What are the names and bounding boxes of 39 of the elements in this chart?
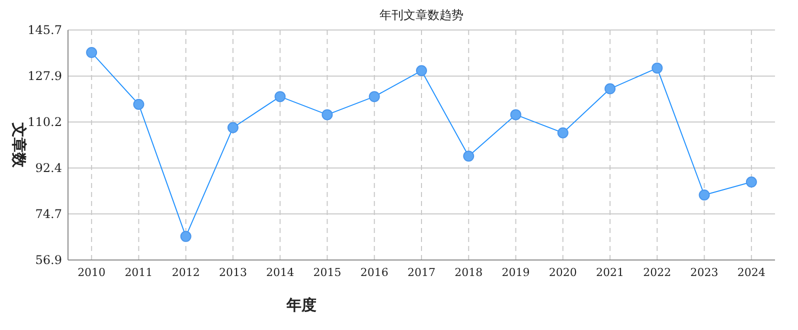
x-tick-label: 2012 (172, 266, 200, 279)
point (652, 62, 663, 74)
x-tick-label: 2017 (408, 266, 436, 279)
point (133, 98, 144, 110)
point (698, 189, 710, 200)
x-tick-label: 2018 (454, 266, 483, 279)
point (180, 230, 192, 242)
y-tick-label: 127.9 (28, 69, 62, 84)
x-tick-label: 2010 (78, 266, 106, 279)
y-axis-title: 文章数 (10, 122, 28, 168)
point (604, 83, 616, 94)
x-tick-label: 2014 (266, 266, 294, 279)
point (274, 91, 286, 102)
chart-title: 年刊文章数趋势 (380, 8, 464, 22)
point (746, 176, 757, 188)
y-tick-label: 56.9 (35, 253, 62, 267)
x-tick-label: 2016 (360, 266, 388, 279)
point (368, 91, 380, 102)
y-tick-label: 110.2 (28, 114, 62, 129)
y-tick-label: 74.7 (35, 206, 62, 221)
x-tick-label: 2013 (218, 266, 247, 279)
point (86, 47, 98, 58)
x-tick-label: 2023 (690, 266, 718, 279)
x-tick-label: 2020 (548, 266, 577, 279)
x-axis-title: 年度 (285, 296, 316, 314)
x-tick-label: 2015 (313, 266, 342, 279)
point (557, 127, 568, 138)
x-tick-label: 2021 (596, 266, 624, 279)
x-tick-label: 2024 (737, 266, 766, 279)
x-tick-label: 2011 (124, 266, 153, 279)
y-tick-label: 92.4 (35, 161, 62, 176)
point (463, 150, 474, 162)
point (322, 109, 333, 120)
point (227, 122, 238, 134)
x-tick-label: 2022 (643, 266, 672, 279)
point (510, 109, 522, 120)
x-tick-label: 2019 (502, 266, 530, 279)
point (416, 65, 427, 76)
y-tick-label: 145.7 (28, 23, 62, 37)
